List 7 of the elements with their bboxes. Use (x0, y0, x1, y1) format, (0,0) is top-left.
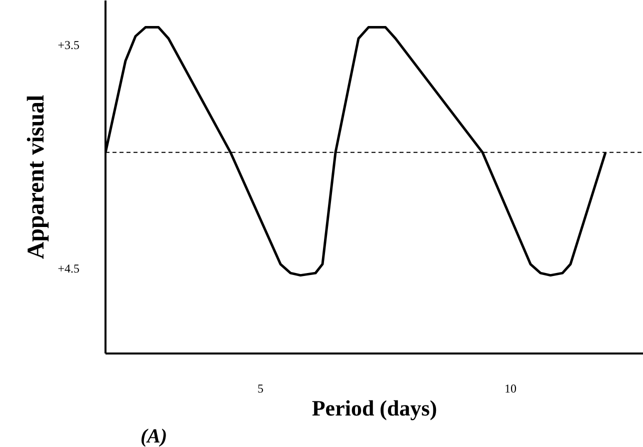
x-tick-label: 5 (258, 382, 264, 396)
y-tick-label: +4.5 (58, 262, 80, 276)
y-tick-label: +3.5 (58, 38, 80, 52)
y-axis-title: Apparent visual (24, 94, 50, 260)
text: (A) (140, 426, 168, 447)
x-tick-label: 10 (504, 382, 516, 396)
x-axis-title: Period (days) (312, 396, 438, 420)
